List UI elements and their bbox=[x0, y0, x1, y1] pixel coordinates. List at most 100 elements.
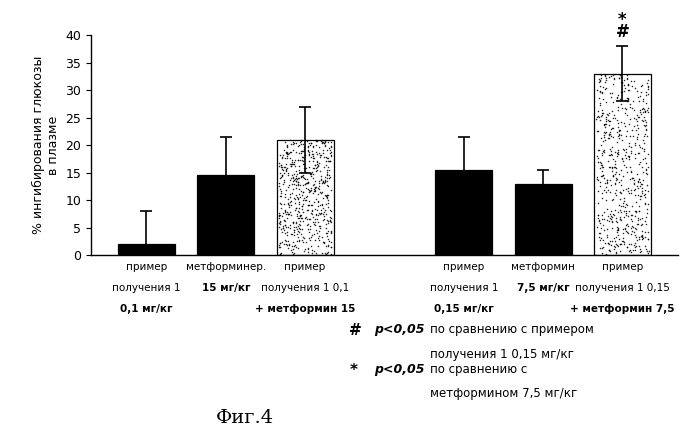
Point bbox=[282, 143, 293, 150]
Point bbox=[605, 151, 616, 158]
Point bbox=[274, 242, 285, 249]
Point bbox=[280, 222, 291, 229]
Point bbox=[637, 136, 649, 143]
Point bbox=[308, 158, 319, 165]
Point bbox=[293, 175, 304, 182]
Point bbox=[625, 133, 636, 140]
Point bbox=[635, 178, 646, 185]
Point bbox=[275, 163, 287, 170]
Point bbox=[635, 158, 646, 165]
Point bbox=[322, 233, 333, 240]
Point bbox=[284, 154, 296, 161]
Point bbox=[280, 163, 291, 170]
Point bbox=[302, 138, 313, 145]
Point bbox=[316, 139, 327, 146]
Point bbox=[625, 148, 636, 155]
Point bbox=[611, 139, 622, 146]
Point bbox=[286, 140, 297, 147]
Point bbox=[620, 208, 631, 215]
Point bbox=[291, 219, 302, 226]
Point bbox=[635, 180, 647, 187]
Point bbox=[610, 189, 621, 196]
Point bbox=[615, 209, 626, 216]
Point bbox=[632, 133, 643, 140]
Point bbox=[598, 175, 609, 182]
Point bbox=[307, 214, 318, 221]
Point bbox=[278, 225, 289, 232]
Point bbox=[596, 224, 607, 231]
Point bbox=[598, 121, 610, 128]
Point bbox=[294, 214, 305, 221]
Point bbox=[312, 207, 323, 214]
Point bbox=[289, 158, 300, 165]
Point bbox=[314, 160, 325, 167]
Point bbox=[309, 231, 320, 238]
Point bbox=[621, 168, 633, 175]
Point bbox=[596, 235, 607, 242]
Point bbox=[307, 170, 318, 177]
Point bbox=[298, 147, 310, 154]
Point bbox=[601, 233, 612, 240]
Point bbox=[622, 201, 633, 208]
Point bbox=[596, 107, 607, 114]
Point bbox=[323, 200, 334, 207]
Point bbox=[274, 239, 285, 246]
Point bbox=[630, 141, 641, 148]
Point bbox=[601, 179, 612, 186]
Bar bbox=[594, 73, 651, 255]
Point bbox=[326, 153, 337, 160]
Point bbox=[285, 175, 296, 182]
Point bbox=[316, 250, 327, 257]
Point bbox=[614, 72, 625, 79]
Point bbox=[298, 154, 309, 161]
Point bbox=[612, 224, 623, 231]
Point bbox=[640, 165, 651, 172]
Point bbox=[305, 222, 316, 229]
Point bbox=[281, 150, 292, 157]
Point bbox=[620, 123, 631, 130]
Point bbox=[596, 88, 607, 95]
Point bbox=[297, 201, 308, 208]
Point bbox=[642, 247, 653, 254]
Point bbox=[277, 223, 288, 230]
Point bbox=[283, 211, 294, 218]
Point bbox=[319, 174, 331, 181]
Point bbox=[325, 207, 336, 214]
Point bbox=[277, 238, 288, 246]
Point bbox=[598, 187, 610, 194]
Point bbox=[288, 170, 299, 177]
Point bbox=[602, 178, 613, 185]
Point bbox=[610, 241, 621, 248]
Point bbox=[284, 241, 295, 248]
Point bbox=[614, 189, 626, 196]
Point bbox=[613, 178, 624, 185]
Point bbox=[593, 212, 604, 219]
Point bbox=[614, 206, 626, 213]
Point bbox=[309, 205, 320, 213]
Point bbox=[619, 152, 630, 159]
Point bbox=[634, 215, 645, 222]
Point bbox=[296, 148, 308, 155]
Point bbox=[322, 154, 333, 161]
Point bbox=[620, 201, 631, 208]
Point bbox=[294, 200, 305, 207]
Point bbox=[294, 190, 305, 197]
Point bbox=[605, 147, 617, 154]
Point bbox=[280, 241, 291, 248]
Point bbox=[636, 82, 647, 89]
Point bbox=[599, 72, 610, 79]
Point bbox=[291, 170, 303, 177]
Point bbox=[621, 227, 632, 235]
Point bbox=[629, 246, 640, 253]
Point bbox=[289, 250, 300, 257]
Point bbox=[622, 127, 633, 134]
Point bbox=[606, 207, 617, 214]
Point bbox=[611, 242, 622, 249]
Point bbox=[618, 203, 629, 210]
Point bbox=[305, 184, 317, 191]
Point bbox=[593, 155, 604, 162]
Point bbox=[309, 237, 320, 244]
Point bbox=[325, 174, 336, 181]
Point bbox=[637, 145, 648, 152]
Point bbox=[635, 247, 647, 254]
